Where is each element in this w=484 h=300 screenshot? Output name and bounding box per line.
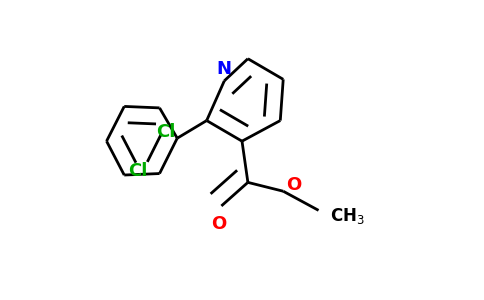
- Text: N: N: [217, 60, 232, 78]
- Text: CH$_3$: CH$_3$: [331, 206, 365, 226]
- Text: O: O: [286, 176, 302, 194]
- Text: O: O: [211, 215, 226, 233]
- Text: Cl: Cl: [128, 162, 148, 180]
- Text: Cl: Cl: [156, 123, 175, 141]
